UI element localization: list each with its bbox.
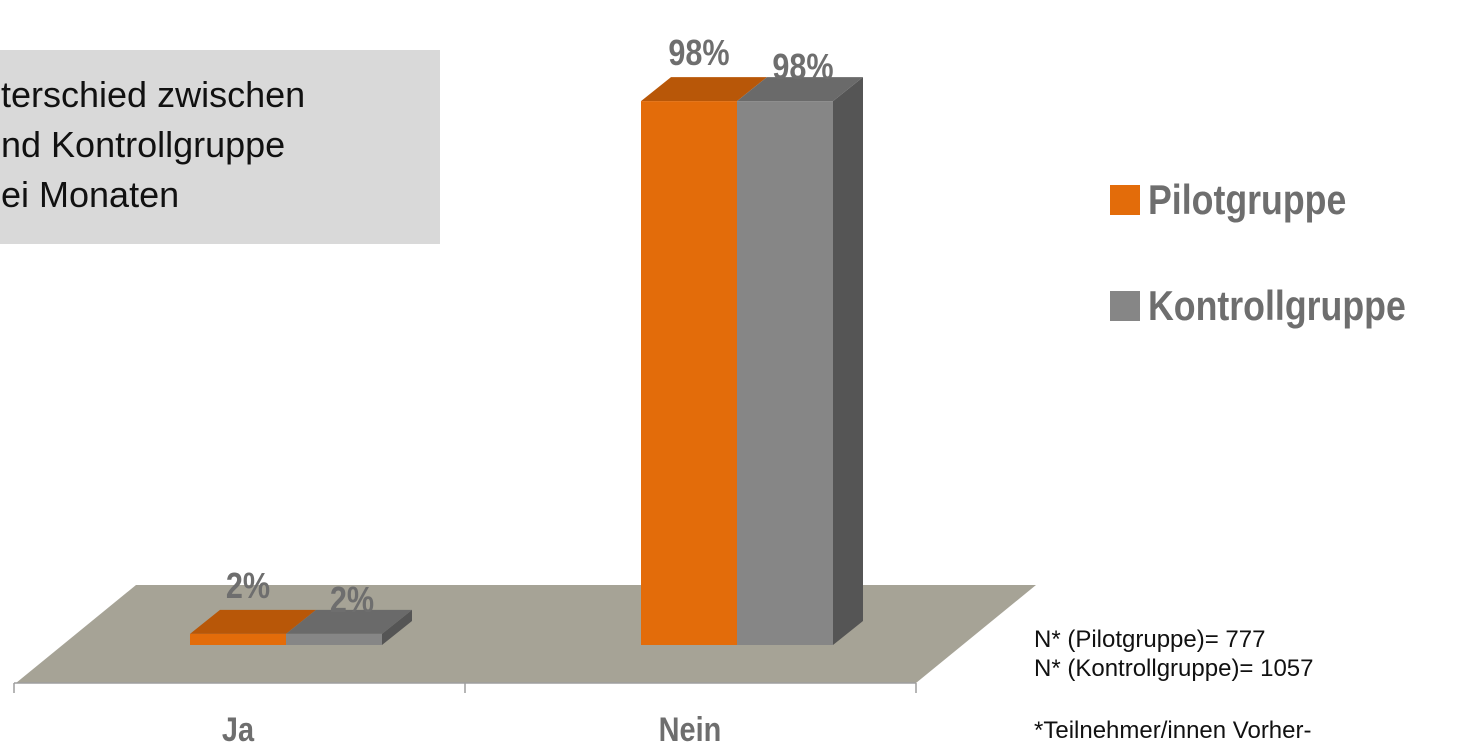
legend-label: Pilotgruppe (1148, 176, 1347, 223)
bar-top-kontrollgruppe-nein (737, 77, 863, 102)
bar-kontrollgruppe-nein (737, 101, 833, 646)
value-label-kontrollgruppe-ja: 2% (330, 581, 374, 621)
bar-group (190, 77, 863, 646)
bar-top-pilotgruppe-ja (190, 609, 316, 634)
footnote: *Teilnehmer/innen Vorher- (1034, 717, 1312, 744)
value-label-kontrollgruppe-nein: 98% (772, 48, 833, 88)
value-label-pilotgruppe-nein: 98% (668, 34, 729, 74)
legend-swatch-pilotgruppe (1110, 185, 1140, 215)
info-box: terschied zwischen nd Kontrollgruppe ei … (0, 50, 440, 244)
bar-pilotgruppe-ja (190, 633, 286, 645)
bar-top-kontrollgruppe-ja (286, 609, 412, 634)
bar-kontrollgruppe-ja (286, 633, 382, 645)
info-line: ei Monaten (1, 174, 180, 215)
note-n-kontroll: N* (Kontrollgruppe)= 1057 (1034, 655, 1314, 682)
value-labels: 2% 2% 98% 98% (226, 34, 834, 621)
chart-floor (16, 585, 1036, 683)
bar-top-pilotgruppe-nein (641, 77, 767, 102)
bar-pilotgruppe-nein (641, 101, 737, 646)
legend-label: Kontrollgruppe (1148, 282, 1406, 329)
bar-side-kontrollgruppe-ja (382, 609, 412, 645)
note-n-pilot: N* (Pilotgruppe)= 777 (1034, 626, 1266, 653)
category-label-nein: Nein (659, 710, 722, 747)
bar-side-kontrollgruppe-nein (833, 77, 863, 646)
legend-item-pilotgruppe: Pilotgruppe (1110, 176, 1381, 224)
category-label-ja: Ja (222, 710, 255, 747)
legend-item-kontrollgruppe: Kontrollgruppe (1110, 282, 1451, 330)
legend-swatch-kontrollgruppe (1110, 291, 1140, 321)
info-line: nd Kontrollgruppe (1, 124, 286, 165)
value-label-pilotgruppe-ja: 2% (226, 567, 270, 607)
info-line: terschied zwischen (1, 74, 306, 115)
category-labels: Ja Nein (222, 710, 721, 747)
